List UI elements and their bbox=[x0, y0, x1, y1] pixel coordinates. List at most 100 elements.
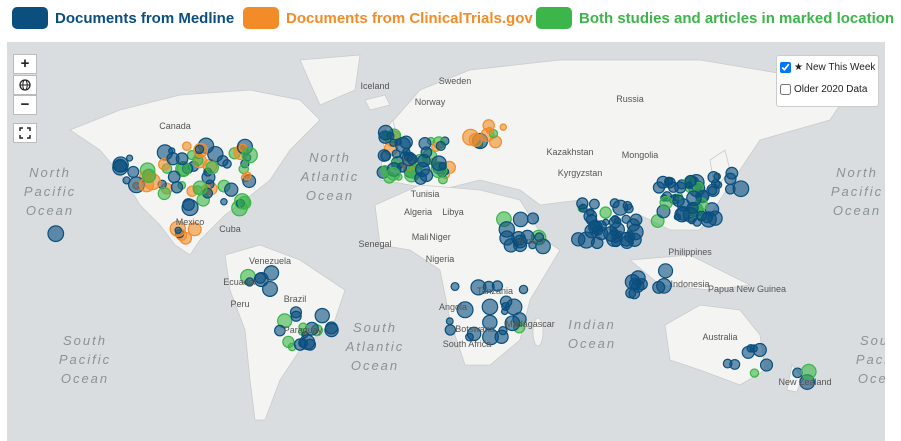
location-marker bbox=[298, 322, 308, 332]
location-marker bbox=[749, 368, 760, 378]
location-marker bbox=[301, 331, 309, 339]
location-marker bbox=[254, 272, 266, 284]
location-marker bbox=[673, 213, 682, 221]
location-marker bbox=[435, 140, 446, 152]
location-marker bbox=[470, 279, 487, 296]
location-marker bbox=[595, 220, 607, 232]
place-label: Brazil bbox=[284, 294, 307, 304]
location-marker bbox=[576, 197, 589, 210]
filter-option[interactable]: ★ New This Week bbox=[780, 56, 878, 78]
place-label: Venezuela bbox=[249, 256, 291, 266]
legend-item: Documents from ClinicalTrials.gov bbox=[243, 6, 533, 30]
location-marker bbox=[571, 232, 586, 247]
location-marker bbox=[664, 176, 676, 189]
location-marker bbox=[444, 324, 457, 336]
location-marker bbox=[216, 154, 229, 167]
place-label: Canada bbox=[159, 121, 191, 131]
place-label: Norway bbox=[415, 97, 446, 107]
location-marker bbox=[611, 234, 621, 244]
ocean-label: Indian bbox=[568, 317, 615, 332]
location-marker bbox=[722, 358, 733, 369]
location-marker bbox=[800, 363, 817, 380]
location-marker bbox=[500, 307, 509, 316]
ocean-label: Pacific bbox=[856, 352, 885, 367]
location-marker bbox=[599, 206, 612, 219]
place-label: Indonesia bbox=[670, 279, 709, 289]
place-label: Mali bbox=[412, 232, 429, 242]
checkbox[interactable] bbox=[780, 83, 791, 95]
location-marker bbox=[741, 345, 755, 359]
ocean-label: Ocean bbox=[833, 203, 881, 218]
location-marker bbox=[499, 230, 515, 246]
location-marker bbox=[187, 222, 202, 237]
ocean-label: North bbox=[836, 165, 878, 180]
location-marker bbox=[659, 195, 673, 210]
place-label: Kazakhstan bbox=[546, 147, 593, 157]
location-marker bbox=[181, 141, 192, 152]
place-label: Niger bbox=[429, 232, 451, 242]
place-label: Sweden bbox=[439, 76, 472, 86]
place-label: Ecuador bbox=[223, 277, 257, 287]
zoom-in-button[interactable]: + bbox=[13, 54, 37, 74]
place-label: Angola bbox=[439, 302, 467, 312]
location-marker bbox=[414, 161, 430, 177]
location-marker bbox=[710, 178, 721, 189]
location-marker bbox=[380, 150, 392, 162]
ocean-label: Atlantic bbox=[300, 169, 360, 184]
location-marker bbox=[692, 217, 702, 227]
location-marker bbox=[244, 277, 255, 287]
location-marker bbox=[584, 223, 600, 239]
location-marker bbox=[485, 126, 494, 135]
legend-item: Both studies and articles in marked loca… bbox=[536, 6, 894, 30]
location-marker bbox=[391, 149, 401, 159]
location-marker bbox=[241, 146, 258, 164]
zoom-out-button[interactable]: − bbox=[13, 95, 37, 115]
location-marker bbox=[194, 144, 205, 155]
location-marker bbox=[724, 172, 737, 186]
place-label: Mongolia bbox=[622, 150, 659, 160]
place-label: Australia bbox=[702, 332, 737, 342]
map: Iceland Sweden Norway Russia Canada Kazakhsta… bbox=[7, 42, 885, 441]
location-marker bbox=[672, 194, 685, 208]
location-marker bbox=[482, 328, 499, 346]
ocean-label: Ocean bbox=[858, 371, 885, 386]
location-marker bbox=[462, 128, 480, 146]
location-marker bbox=[513, 237, 528, 253]
location-marker bbox=[499, 295, 513, 308]
ocean-label: Pacific bbox=[59, 352, 111, 367]
ocean-label: Atlantic bbox=[345, 339, 405, 354]
fullscreen-button[interactable] bbox=[13, 123, 37, 143]
place-label: Cuba bbox=[219, 224, 241, 234]
ocean-label: Ocean bbox=[26, 203, 74, 218]
globe-icon bbox=[19, 79, 31, 91]
ocean-label: Ocean bbox=[306, 188, 354, 203]
location-marker bbox=[377, 124, 394, 141]
place-label: Mexico bbox=[176, 217, 205, 227]
place-label: Tunisia bbox=[411, 189, 440, 199]
location-marker bbox=[112, 159, 129, 176]
location-marker bbox=[481, 298, 499, 316]
ocean-label: Ocean bbox=[351, 358, 399, 373]
ocean-label: North bbox=[29, 165, 71, 180]
location-marker bbox=[512, 211, 529, 228]
location-marker bbox=[237, 195, 252, 210]
ocean-label: Ocean bbox=[568, 336, 616, 351]
location-marker bbox=[167, 170, 181, 184]
checkbox[interactable] bbox=[780, 61, 791, 73]
filter-option[interactable]: Older 2020 Data bbox=[780, 78, 878, 100]
place-label: Yemen bbox=[516, 236, 544, 246]
location-marker bbox=[324, 322, 339, 338]
filter-label: Older 2020 Data bbox=[794, 83, 868, 95]
location-marker bbox=[621, 214, 631, 224]
location-marker bbox=[498, 326, 508, 336]
location-marker bbox=[220, 197, 228, 206]
location-marker bbox=[122, 176, 131, 185]
legend-label: Both studies and articles in marked loca… bbox=[579, 9, 895, 27]
location-marker bbox=[396, 162, 408, 173]
place-label: Madagascar bbox=[505, 319, 555, 329]
location-marker bbox=[127, 165, 140, 178]
location-marker bbox=[192, 180, 208, 196]
location-marker bbox=[166, 152, 180, 166]
globe-button[interactable] bbox=[13, 75, 37, 95]
